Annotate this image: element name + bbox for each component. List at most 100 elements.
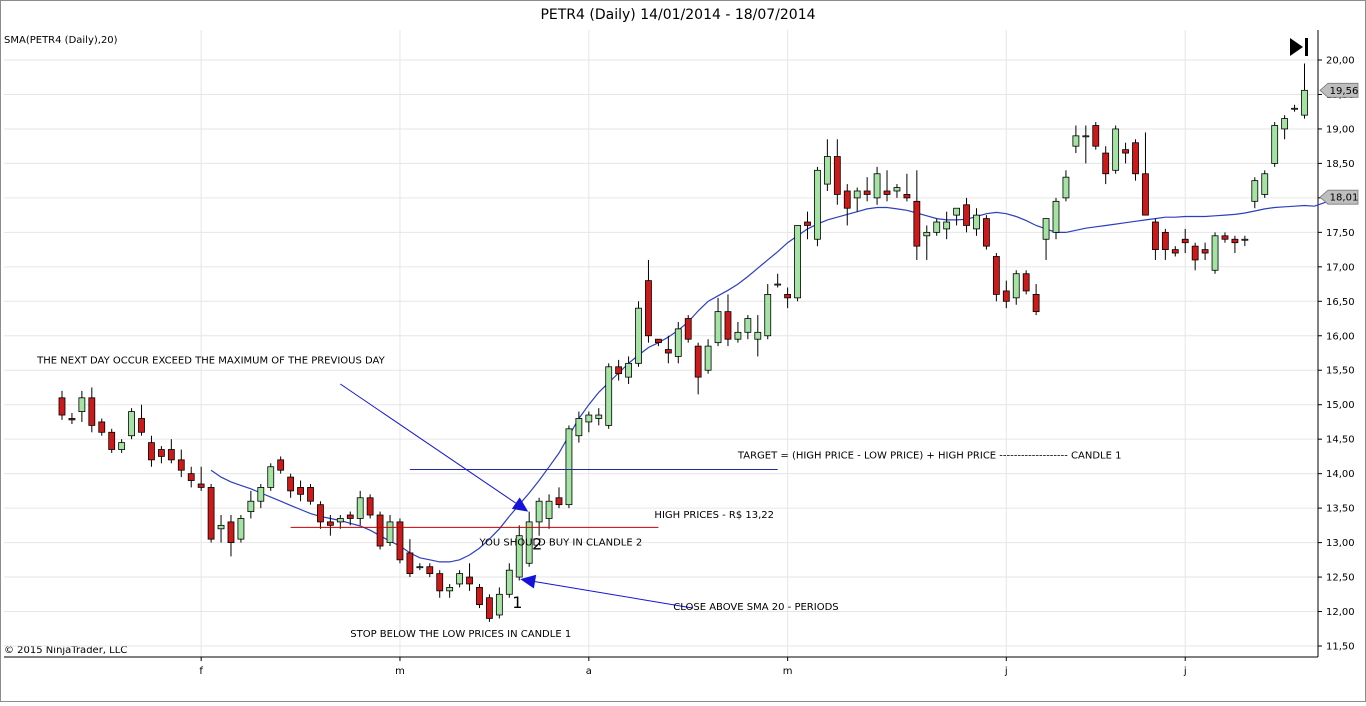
- y-tick-label: 16,50: [1326, 297, 1355, 308]
- candle: [88, 387, 96, 433]
- candle-body-down: [227, 521, 235, 543]
- x-tick-label: f: [199, 666, 203, 677]
- candle: [1201, 242, 1209, 260]
- price-badge-shape: [1319, 82, 1359, 98]
- x-tick-label: m: [783, 666, 793, 677]
- candle-body-up: [416, 566, 424, 569]
- candle-body-down: [108, 431, 116, 450]
- candle-body-down: [1152, 221, 1159, 250]
- y-tick-label: 14,00: [1326, 469, 1355, 480]
- candle: [1122, 142, 1129, 164]
- candle-body-down: [784, 293, 792, 299]
- candle-body-down: [406, 552, 414, 575]
- candle-body-down: [1122, 149, 1129, 154]
- candle-body-down: [138, 418, 145, 433]
- candle: [277, 456, 285, 474]
- y-axis: 11,50 12,00 12,50 13,00 13,50 14,00 14,50 15,00…: [1318, 56, 1359, 653]
- candle: [804, 211, 811, 240]
- candle: [118, 439, 126, 453]
- price-badge: 19,56: [1319, 82, 1359, 98]
- y-tick-label: 13,50: [1326, 504, 1355, 515]
- candle: [78, 390, 86, 422]
- candle-body-up: [734, 331, 742, 340]
- candle: [366, 494, 374, 519]
- candle-body-up: [893, 187, 901, 192]
- y-tick-label: 12,00: [1326, 607, 1355, 618]
- candle-body-up: [505, 569, 513, 595]
- candle: [1032, 284, 1040, 316]
- y-tick-label: 16,00: [1326, 331, 1355, 342]
- candle: [426, 563, 434, 578]
- candle-body-up: [1211, 235, 1219, 271]
- candle-body-down: [1161, 231, 1169, 250]
- candle-body-down: [1022, 273, 1030, 292]
- candle: [346, 511, 354, 526]
- candle: [68, 412, 76, 425]
- candle: [148, 435, 155, 467]
- arrow-next-day: [340, 383, 529, 512]
- candle-body-up: [814, 169, 821, 240]
- y-tick-label: 17,00: [1326, 262, 1355, 273]
- candle: [187, 466, 195, 488]
- candle-body-down: [366, 497, 374, 516]
- candle-body-up: [356, 497, 364, 519]
- candle: [1052, 197, 1060, 240]
- candle: [943, 211, 951, 240]
- candle: [744, 315, 752, 340]
- candle: [694, 342, 702, 395]
- candle: [913, 170, 921, 260]
- candle: [108, 428, 116, 453]
- y-tick-label: 12,50: [1326, 573, 1355, 584]
- candle-body-down: [1171, 249, 1179, 254]
- candle: [635, 301, 642, 367]
- candle-body-down: [1201, 249, 1209, 254]
- candle: [774, 273, 782, 288]
- candle-body-down: [376, 514, 384, 547]
- candle: [197, 466, 205, 491]
- candle: [157, 446, 165, 464]
- annotation-target: TARGET = (HIGH PRICE - LOW PRICE) + HIGH…: [737, 450, 1122, 461]
- candle-body-up: [456, 573, 464, 585]
- candle-body-down: [1231, 238, 1239, 244]
- candle: [466, 563, 473, 591]
- candle-body-up: [605, 366, 613, 426]
- candle: [734, 321, 742, 343]
- candle-body-down: [396, 521, 404, 561]
- y-tick-label: 17,50: [1326, 228, 1355, 239]
- candle: [217, 515, 225, 543]
- candle: [138, 404, 145, 436]
- candle: [1191, 242, 1199, 271]
- candle-body-up: [1052, 200, 1060, 233]
- candle-label-1: 1: [512, 593, 522, 612]
- y-tick-label: 11,50: [1326, 642, 1355, 653]
- candle: [1102, 146, 1110, 185]
- arrow-shaft: [534, 581, 694, 609]
- candle-body-up: [754, 331, 762, 340]
- candle-body-down: [555, 497, 563, 506]
- candle-body-up: [118, 442, 126, 450]
- skip-to-end-icon[interactable]: [1290, 38, 1308, 56]
- candle: [1161, 228, 1169, 260]
- candle-body-down: [436, 573, 444, 592]
- candle-body-down: [1191, 245, 1199, 261]
- candle-body-up: [565, 428, 573, 506]
- y-tick-label: 14,50: [1326, 435, 1355, 446]
- annotation-close-above: CLOSE ABOVE SMA 20 - PERIODS: [673, 602, 838, 613]
- candle-body-up: [1261, 173, 1269, 195]
- candle-body-up: [794, 225, 801, 299]
- candle-body-up: [953, 207, 960, 216]
- candle: [486, 594, 493, 622]
- candle-body-up: [217, 524, 225, 530]
- candle-body-down: [1221, 235, 1229, 240]
- candle: [754, 315, 762, 357]
- candle-body-down: [1102, 152, 1110, 175]
- candle-body-down: [983, 218, 990, 247]
- candle: [525, 511, 533, 567]
- candle: [1241, 235, 1249, 247]
- candle: [386, 515, 394, 547]
- candle: [1092, 122, 1100, 150]
- candle-body-down: [1002, 290, 1010, 302]
- candle: [883, 170, 891, 202]
- x-tick-label: j: [1004, 666, 1008, 677]
